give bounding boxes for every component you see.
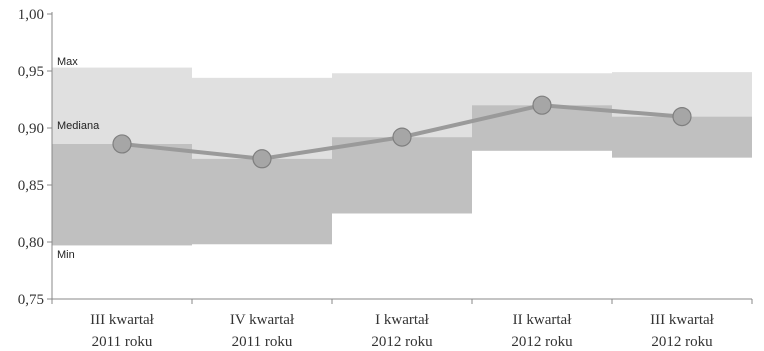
x-tick-label-3-1: 2012 roku — [511, 334, 573, 350]
x-axis-ticks: III kwartał 2011 roku IV kwartał 2011 roku I… — [51, 299, 753, 350]
band-label-max: Max — [57, 56, 78, 68]
x-tick-label-1-0: IV kwartał — [230, 312, 295, 328]
median-point-0 — [112, 134, 132, 154]
y-tick-label-0: 0,75 — [18, 292, 44, 308]
x-tick-label-2-1: 2012 roku — [371, 334, 433, 350]
band-lower-2 — [332, 137, 472, 214]
median-point-3 — [532, 95, 552, 115]
x-tick-label-4-0: III kwartał — [650, 312, 715, 328]
band-lower-1 — [192, 158, 332, 245]
median-line — [112, 95, 692, 169]
median-point-2 — [392, 127, 412, 147]
y-axis-ticks: 0,75 0,80 0,85 0,90 0,95 1,00 — [18, 7, 52, 308]
band-label-median: Mediana — [57, 120, 100, 132]
x-tick-label-0-1: 2011 roku — [92, 334, 153, 350]
y-tick-label-2: 0,85 — [18, 178, 44, 194]
x-tick-label-4-1: 2012 roku — [651, 334, 713, 350]
band-upper-1 — [192, 77, 332, 159]
y-tick-label-4: 0,95 — [18, 64, 44, 80]
x-tick-label-2-0: I kwartał — [375, 312, 430, 328]
x-tick-label-0-0: III kwartał — [90, 312, 155, 328]
median-point-1 — [252, 149, 272, 169]
y-tick-label-5: 1,00 — [18, 7, 44, 23]
band-lower-0 — [52, 143, 192, 246]
y-tick-label-3: 0,90 — [18, 121, 44, 137]
y-tick-label-1: 0,80 — [18, 235, 44, 251]
range-bands — [52, 67, 752, 246]
x-tick-label-3-0: II kwartał — [513, 312, 573, 328]
axes — [51, 12, 752, 300]
band-label-min: Min — [57, 249, 75, 261]
x-tick-label-1-1: 2011 roku — [232, 334, 293, 350]
band-upper-0 — [52, 67, 192, 144]
median-point-4 — [672, 106, 692, 127]
band-labels: Max Mediana Min — [57, 56, 100, 261]
